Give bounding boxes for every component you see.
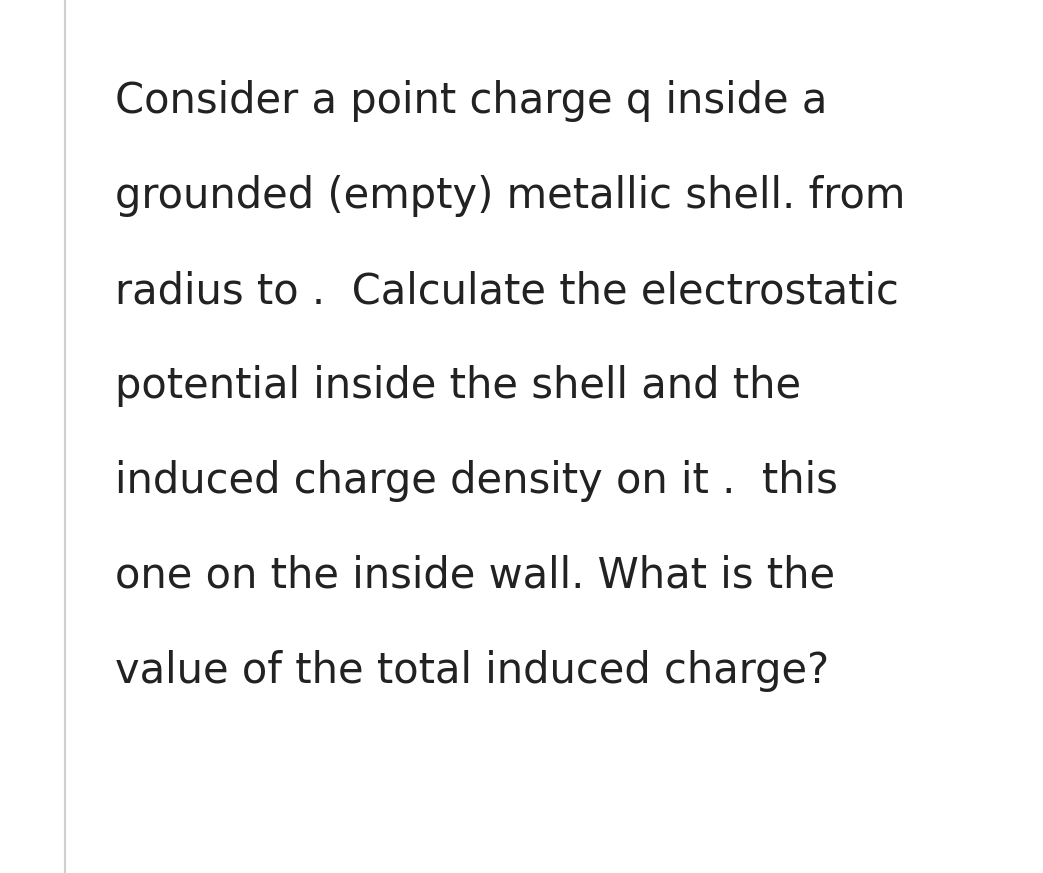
Text: induced charge density on it .  this: induced charge density on it . this [115,460,838,502]
Text: radius to .  Calculate the electrostatic: radius to . Calculate the electrostatic [115,270,899,312]
Text: value of the total induced charge?: value of the total induced charge? [115,650,829,692]
Text: grounded (empty) metallic shell. from: grounded (empty) metallic shell. from [115,175,905,217]
Text: one on the inside wall. What is the: one on the inside wall. What is the [115,555,835,597]
Text: potential inside the shell and the: potential inside the shell and the [115,365,801,407]
Text: Consider a point charge q inside a: Consider a point charge q inside a [115,80,827,122]
